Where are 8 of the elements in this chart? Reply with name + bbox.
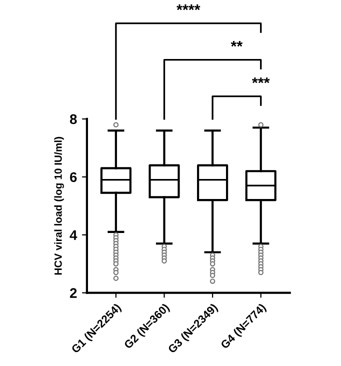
y-axis-title: HCV viral load (log 10 IU/ml) (54, 136, 64, 275)
text: *** (252, 77, 270, 84)
text: **** (176, 4, 200, 10)
y-tick-label: 6 (70, 172, 77, 182)
text: ** (230, 40, 243, 47)
y-tick-label: 2 (70, 288, 77, 298)
y-tick-label: 8 (70, 114, 77, 124)
y-tick-label: 4 (70, 230, 78, 240)
